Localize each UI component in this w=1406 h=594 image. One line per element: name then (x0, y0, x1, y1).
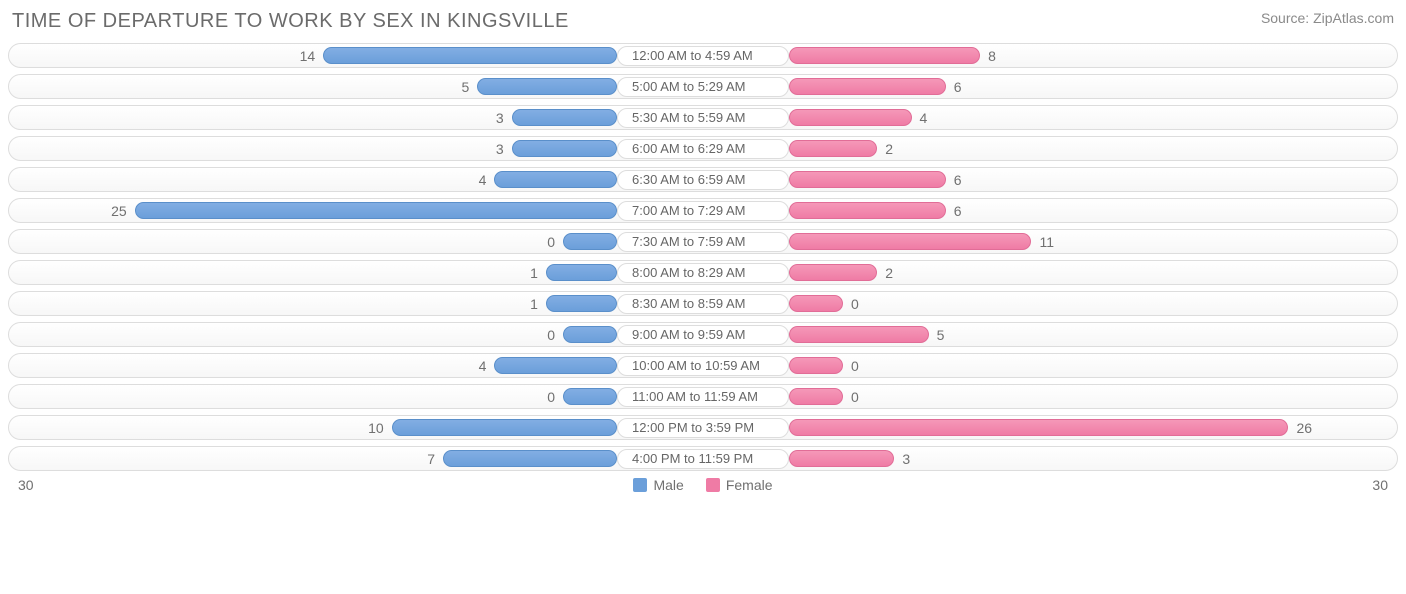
male-bar (563, 233, 617, 250)
time-range-label: 11:00 AM to 11:59 AM (617, 387, 789, 407)
female-bar (789, 233, 1031, 250)
female-value: 0 (843, 296, 867, 312)
female-bar (789, 419, 1288, 436)
female-value: 5 (929, 327, 953, 343)
male-value: 4 (471, 358, 495, 374)
legend: Male Female (58, 477, 1348, 493)
female-bar (789, 326, 929, 343)
female-bar (789, 357, 843, 374)
male-bar (546, 295, 617, 312)
chart-footer: 30 Male Female 30 (8, 471, 1398, 493)
male-bar (494, 171, 617, 188)
female-value: 2 (877, 265, 901, 281)
male-bar (546, 264, 617, 281)
female-value: 6 (946, 79, 970, 95)
female-bar (789, 388, 843, 405)
female-bar (789, 140, 877, 157)
male-value: 3 (488, 110, 512, 126)
axis-max-left: 30 (18, 477, 58, 493)
female-value: 26 (1288, 420, 1320, 436)
axis-max-right: 30 (1348, 477, 1388, 493)
chart-row: 5 5:00 AM to 5:29 AM 6 (8, 74, 1398, 99)
time-range-label: 5:00 AM to 5:29 AM (617, 77, 789, 97)
time-range-label: 7:30 AM to 7:59 AM (617, 232, 789, 252)
time-range-label: 10:00 AM to 10:59 AM (617, 356, 789, 376)
male-value: 5 (454, 79, 478, 95)
female-bar (789, 264, 877, 281)
time-range-label: 5:30 AM to 5:59 AM (617, 108, 789, 128)
time-range-label: 8:30 AM to 8:59 AM (617, 294, 789, 314)
chart-row: 25 7:00 AM to 7:29 AM 6 (8, 198, 1398, 223)
female-value: 0 (843, 389, 867, 405)
chart-row: 7 4:00 PM to 11:59 PM 3 (8, 446, 1398, 471)
chart-source: Source: ZipAtlas.com (1261, 10, 1394, 26)
male-bar (563, 326, 617, 343)
male-value: 10 (360, 420, 392, 436)
time-range-label: 8:00 AM to 8:29 AM (617, 263, 789, 283)
male-bar (323, 47, 617, 64)
male-bar (392, 419, 617, 436)
female-bar (789, 295, 843, 312)
female-bar (789, 78, 946, 95)
chart-row: 3 5:30 AM to 5:59 AM 4 (8, 105, 1398, 130)
chart-row: 3 6:00 AM to 6:29 AM 2 (8, 136, 1398, 161)
male-value: 1 (522, 296, 546, 312)
female-bar (789, 171, 946, 188)
male-value: 25 (103, 203, 135, 219)
female-value: 4 (912, 110, 936, 126)
female-value: 8 (980, 48, 1004, 64)
male-value: 0 (539, 234, 563, 250)
male-bar (512, 140, 617, 157)
male-value: 3 (488, 141, 512, 157)
female-bar (789, 47, 980, 64)
female-bar (789, 202, 946, 219)
chart-row: 4 10:00 AM to 10:59 AM 0 (8, 353, 1398, 378)
male-value: 7 (419, 451, 443, 467)
female-value: 2 (877, 141, 901, 157)
male-value: 1 (522, 265, 546, 281)
legend-female-label: Female (726, 477, 773, 493)
male-bar (443, 450, 617, 467)
male-value: 0 (539, 327, 563, 343)
male-value: 0 (539, 389, 563, 405)
time-range-label: 9:00 AM to 9:59 AM (617, 325, 789, 345)
female-value: 0 (843, 358, 867, 374)
legend-item-female: Female (706, 477, 773, 493)
chart-row: 10 12:00 PM to 3:59 PM 26 (8, 415, 1398, 440)
time-range-label: 4:00 PM to 11:59 PM (617, 449, 789, 469)
female-value: 6 (946, 172, 970, 188)
male-bar (512, 109, 617, 126)
chart-row: 0 11:00 AM to 11:59 AM 0 (8, 384, 1398, 409)
male-swatch-icon (633, 478, 647, 492)
chart-row: 0 9:00 AM to 9:59 AM 5 (8, 322, 1398, 347)
chart-row: 4 6:30 AM to 6:59 AM 6 (8, 167, 1398, 192)
female-swatch-icon (706, 478, 720, 492)
female-bar (789, 109, 912, 126)
time-range-label: 12:00 AM to 4:59 AM (617, 46, 789, 66)
male-value: 4 (471, 172, 495, 188)
female-bar (789, 450, 894, 467)
time-range-label: 12:00 PM to 3:59 PM (617, 418, 789, 438)
female-value: 3 (894, 451, 918, 467)
chart-row: 14 12:00 AM to 4:59 AM 8 (8, 43, 1398, 68)
male-bar (135, 202, 617, 219)
chart-row: 1 8:00 AM to 8:29 AM 2 (8, 260, 1398, 285)
male-value: 14 (292, 48, 324, 64)
chart-rows: 14 12:00 AM to 4:59 AM 8 5 5:00 AM to 5:… (8, 43, 1398, 471)
legend-item-male: Male (633, 477, 683, 493)
male-bar (563, 388, 617, 405)
male-bar (477, 78, 617, 95)
time-range-label: 6:30 AM to 6:59 AM (617, 170, 789, 190)
time-range-label: 6:00 AM to 6:29 AM (617, 139, 789, 159)
male-bar (494, 357, 617, 374)
chart-header: TIME OF DEPARTURE TO WORK BY SEX IN KING… (8, 10, 1398, 43)
female-value: 11 (1031, 234, 1062, 250)
chart-title: TIME OF DEPARTURE TO WORK BY SEX IN KING… (12, 10, 569, 33)
diverging-bar-chart: TIME OF DEPARTURE TO WORK BY SEX IN KING… (0, 0, 1406, 499)
time-range-label: 7:00 AM to 7:29 AM (617, 201, 789, 221)
legend-male-label: Male (653, 477, 683, 493)
chart-row: 1 8:30 AM to 8:59 AM 0 (8, 291, 1398, 316)
chart-row: 0 7:30 AM to 7:59 AM 11 (8, 229, 1398, 254)
female-value: 6 (946, 203, 970, 219)
